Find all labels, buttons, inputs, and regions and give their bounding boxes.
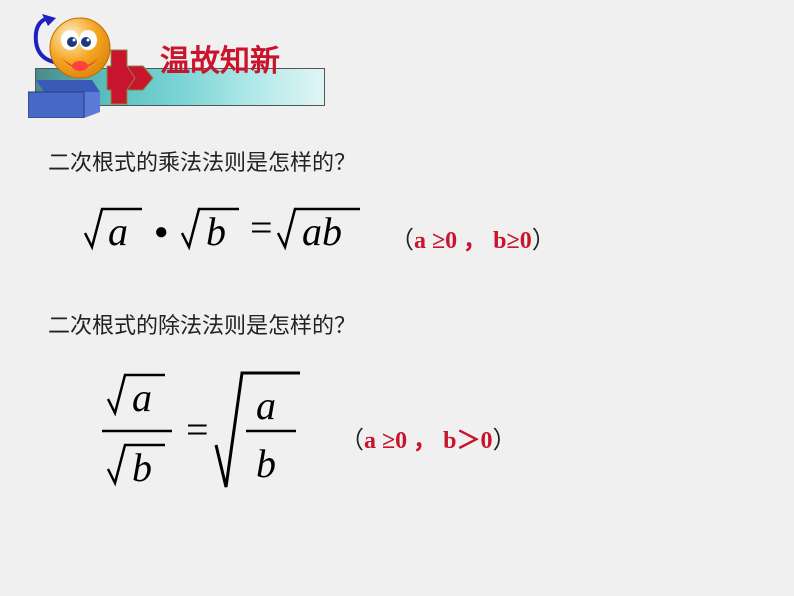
question-1: 二次根式的乘法法则是怎样的？: [48, 145, 356, 177]
condition-2: （a ≥0 ， b＞0）: [340, 420, 517, 455]
header-title: 温故知新: [160, 36, 280, 80]
question-2: 二次根式的除法法则是怎样的？: [48, 308, 356, 340]
cond-b-2: b＞0: [437, 428, 492, 454]
formula-division: a b = a b: [100, 365, 340, 505]
var-a-rhs: a: [256, 383, 276, 428]
var-b: b: [206, 209, 226, 254]
equals: =: [250, 205, 273, 250]
var-b-den: b: [132, 445, 152, 490]
equals-2: =: [186, 407, 209, 452]
formula-multiplication: a ● b = ab: [80, 195, 380, 265]
header: 温故知新: [10, 10, 410, 110]
paren-open-2: （: [340, 428, 364, 454]
dot-operator: ●: [154, 219, 169, 245]
cond-a-2: a ≥0 ，: [364, 428, 437, 454]
cond-a: a ≥0 ，: [414, 228, 487, 254]
cond-b: b≥0: [487, 228, 532, 254]
var-a-num: a: [132, 375, 152, 420]
condition-1: （a ≥0 ， b≥0）: [390, 220, 556, 255]
var-b-rhs: b: [256, 441, 276, 486]
paren-close: ）: [532, 228, 556, 254]
paren-close-2: ）: [493, 428, 517, 454]
var-ab: ab: [302, 209, 342, 254]
arrow-icon: [105, 42, 155, 113]
var-a: a: [108, 209, 128, 254]
paren-open: （: [390, 228, 414, 254]
